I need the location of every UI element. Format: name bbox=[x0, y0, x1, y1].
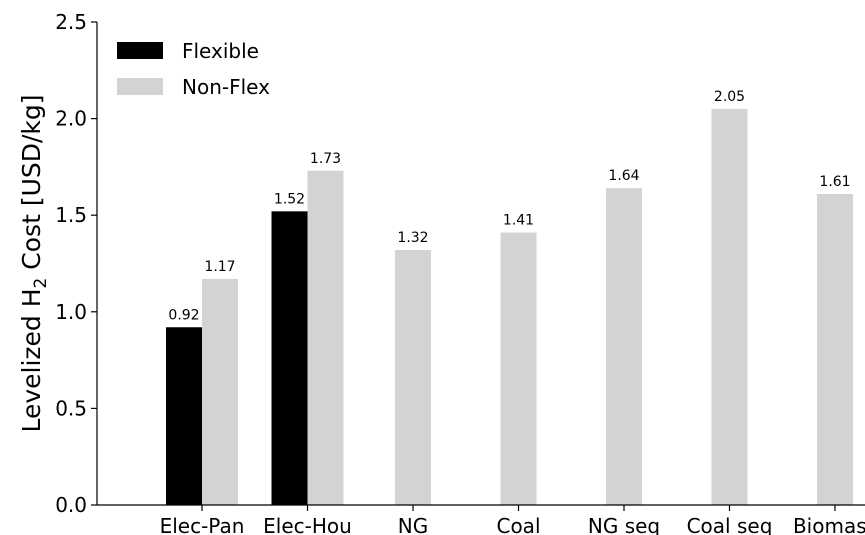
data-label: 2.05 bbox=[714, 89, 745, 105]
legend-label-flexible: Flexible bbox=[182, 39, 259, 63]
x-axis-ticks: Elec-Pan Elec-Hou NG Coal NG seq Coal seq Biom… bbox=[160, 505, 865, 535]
legend: Flexible Non-Flex bbox=[117, 39, 270, 99]
data-label: 1.52 bbox=[274, 191, 305, 207]
y-tick-label: 2.5 bbox=[55, 10, 87, 34]
data-label: 1.17 bbox=[204, 259, 235, 275]
data-label: 1.41 bbox=[503, 213, 534, 229]
x-tick-label: Elec-Hou bbox=[263, 514, 352, 535]
bar-non-flex-ng bbox=[395, 249, 431, 505]
bar-non-flex-elec-hou bbox=[307, 170, 344, 505]
legend-label-non-flex: Non-Flex bbox=[182, 75, 270, 99]
bar-non-flex-ng-seq bbox=[606, 188, 642, 506]
legend-swatch-non-flex bbox=[117, 78, 163, 95]
x-tick-label: Coal seq bbox=[687, 514, 773, 535]
bar-flexible-elec-pan bbox=[166, 327, 202, 505]
y-axis-title-subscript: 2 bbox=[31, 278, 51, 289]
bar-non-flex-biomass bbox=[817, 193, 853, 505]
bar-non-flex-elec-pan bbox=[202, 278, 238, 505]
y-axis-title-main: Levelized H bbox=[17, 288, 46, 432]
x-tick-label: Coal bbox=[496, 514, 540, 535]
x-tick-label: NG seq bbox=[588, 514, 660, 535]
data-label: 1.73 bbox=[310, 151, 341, 167]
bar-non-flex-coal-seq bbox=[711, 108, 748, 505]
y-axis-title-rest: Cost [USD/kg] bbox=[17, 94, 46, 277]
x-tick-label: Elec-Pan bbox=[160, 514, 245, 535]
bar-flexible-elec-hou bbox=[271, 211, 308, 505]
x-tick-label: NG bbox=[398, 514, 428, 535]
y-axis-ticks: 0.0 0.5 1.0 1.5 2.0 2.5 bbox=[55, 10, 97, 517]
data-label: 1.64 bbox=[608, 168, 639, 184]
legend-swatch-flexible bbox=[117, 42, 163, 59]
y-tick-label: 0.5 bbox=[55, 396, 87, 420]
data-label: 0.92 bbox=[168, 307, 199, 323]
y-tick-label: 2.0 bbox=[55, 107, 87, 131]
data-label: 1.32 bbox=[397, 230, 428, 246]
x-tick-label: Biomass bbox=[793, 514, 865, 535]
y-tick-label: 1.0 bbox=[55, 300, 87, 324]
bars-layer bbox=[166, 108, 853, 506]
bar-non-flex-coal bbox=[500, 232, 537, 505]
y-tick-label: 1.5 bbox=[55, 203, 87, 227]
y-axis-title: Levelized H2 Cost [USD/kg] bbox=[17, 94, 51, 432]
data-label: 1.61 bbox=[819, 174, 850, 190]
y-tick-label: 0.0 bbox=[55, 493, 87, 517]
data-labels-layer: 0.92 1.17 1.52 1.73 1.32 1.41 1.64 2.05 1.61 bbox=[168, 89, 850, 323]
